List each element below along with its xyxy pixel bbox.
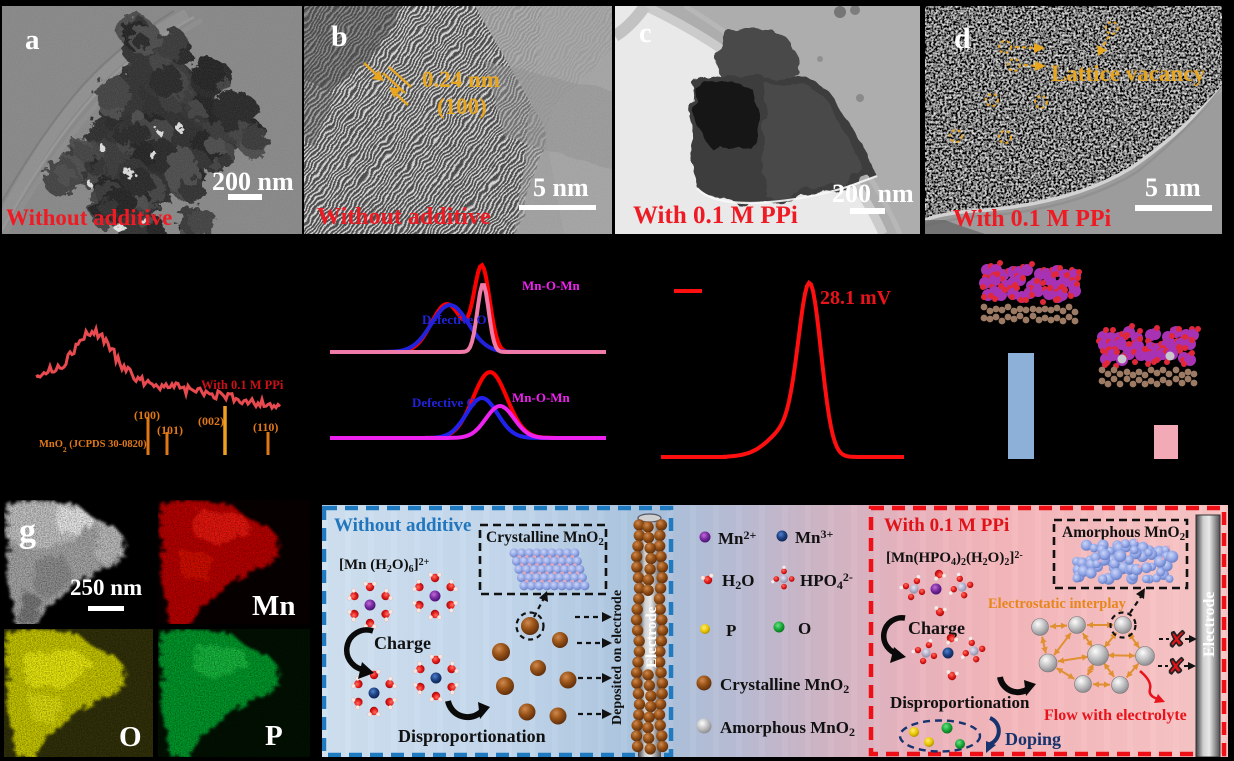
svg-text:Mn3+: Mn3+ [795,527,834,547]
svg-text:Flow with electrolyte: Flow with electrolyte [1044,707,1187,724]
svg-text:With 0.1 M PPi: With 0.1 M PPi [201,378,284,392]
svg-text:Defective O: Defective O [412,395,477,410]
svg-text:28.1 mV: 28.1 mV [820,287,892,309]
svg-text:Electrode: Electrode [1201,592,1218,657]
svg-text:Electrostatic interplay: Electrostatic interplay [988,596,1127,612]
svg-text:Mn-O-Mn: Mn-O-Mn [512,390,571,405]
svg-text:✘: ✘ [1167,654,1185,679]
svg-text:Without additive: Without additive [334,515,471,536]
svg-text:Mn2+: Mn2+ [718,528,757,548]
svg-text:Charge: Charge [374,633,431,653]
svg-text:Crystalline MnO2: Crystalline MnO2 [486,529,604,548]
svg-text:Disproportionation: Disproportionation [398,726,546,746]
svg-text:Defective O: Defective O [422,312,487,327]
svg-text:HPO42-: HPO42- [800,570,853,592]
svg-text:Electrode: Electrode [644,606,660,668]
svg-text:Mn-O-Mn: Mn-O-Mn [522,278,581,293]
svg-text:Deposited on electrode: Deposited on electrode [610,590,625,725]
svg-text:✘: ✘ [1168,627,1186,652]
svg-text:Disproportionation: Disproportionation [890,693,1030,712]
svg-text:Amorphous MnO2: Amorphous MnO2 [1062,524,1186,543]
svg-text:(101): (101) [157,423,183,437]
svg-text:(100): (100) [134,408,160,422]
svg-text:MnO2 (JCPDS 30-0820): MnO2 (JCPDS 30-0820) [39,439,147,454]
svg-text:H2O: H2O [722,571,754,592]
svg-text:[Mn (H2O)6]2+: [Mn (H2O)6]2+ [339,557,430,575]
svg-text:Amorphous MnO2: Amorphous MnO2 [720,718,855,739]
svg-text:Doping: Doping [1005,729,1061,749]
svg-text:Crystalline MnO2: Crystalline MnO2 [720,675,849,696]
svg-text:P: P [726,621,736,640]
svg-text:(002): (002) [198,414,224,428]
svg-text:With 0.1 M PPi: With 0.1 M PPi [884,515,1009,536]
svg-text:[Mn(HPO4)2(H2O)2]2-: [Mn(HPO4)2(H2O)2]2- [886,550,1023,568]
svg-text:(110): (110) [253,420,278,434]
svg-text:Charge: Charge [908,618,965,638]
svg-text:O: O [798,619,811,638]
